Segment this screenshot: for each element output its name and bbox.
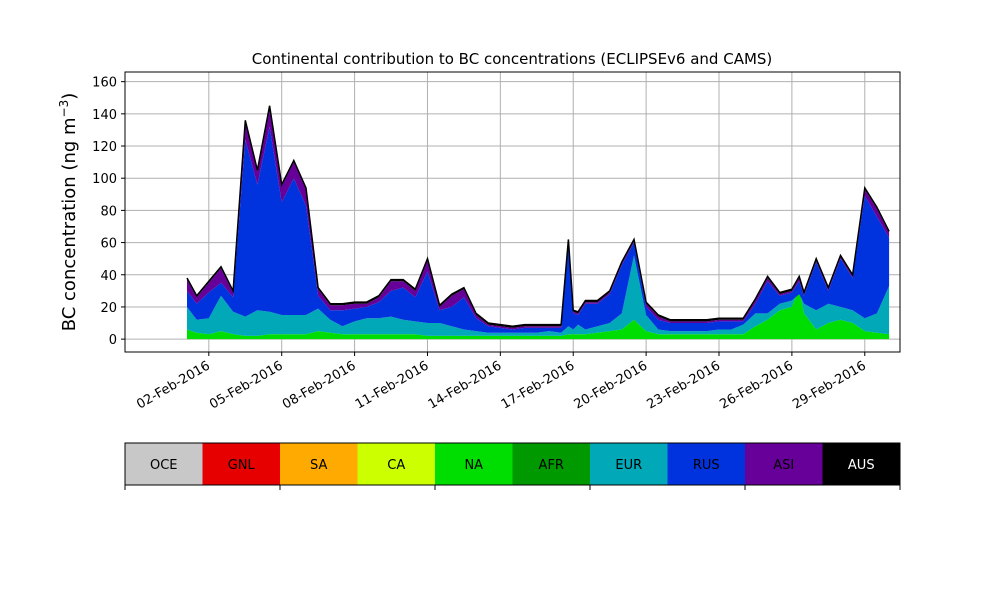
y-tick-label: 160 (92, 76, 117, 91)
colorbar-swatch-asi (745, 443, 823, 485)
colorbar-label-rus: RUS (693, 458, 720, 473)
x-tick-label: 20-Feb-2016 (572, 358, 651, 412)
colorbar-swatch-sa (280, 443, 358, 485)
colorbar-label-oce: OCE (150, 458, 178, 473)
colorbar-label-gnl: GNL (228, 458, 256, 473)
colorbar-label-aus: AUS (848, 458, 875, 473)
x-tick-label: 05-Feb-2016 (207, 358, 286, 412)
x-tick-label: 26-Feb-2016 (717, 358, 796, 412)
colorbar-swatch-aus (822, 443, 901, 485)
y-tick-label: 80 (100, 204, 117, 219)
area-rus (187, 126, 890, 333)
y-tick-label: 140 (92, 108, 117, 123)
colorbar-swatch-ca (357, 443, 436, 485)
colorbar-label-afr: AFR (539, 458, 564, 473)
area-eur (187, 255, 890, 336)
colorbar-swatch-na (435, 443, 513, 485)
colorbar-swatch-oce (125, 443, 203, 485)
stacked-areas (186, 105, 890, 340)
x-tick-label: 11-Feb-2016 (353, 358, 432, 412)
colorbar-legend: OCE GNL SA CA NA AFR EUR RUS ASI AUS (124, 442, 901, 490)
y-tick-label: 20 (100, 301, 117, 316)
x-tick-label: 17-Feb-2016 (499, 358, 578, 412)
colorbar-label-asi: ASI (773, 458, 794, 473)
y-tick-label: 100 (92, 172, 117, 187)
colorbar-swatch-eur (590, 443, 668, 485)
total-outline (186, 105, 890, 328)
colorbar-label-na: NA (464, 458, 483, 473)
y-tick-label: 120 (92, 140, 117, 155)
colorbar-label-eur: EUR (615, 458, 642, 473)
y-tick-label: 0 (109, 333, 117, 348)
colorbar-swatch-rus (667, 443, 746, 485)
x-tick-label: 14-Feb-2016 (426, 358, 505, 412)
x-tick-label: 29-Feb-2016 (790, 358, 869, 412)
y-tick-label: 60 (100, 237, 117, 252)
colorbar-label-ca: CA (387, 458, 405, 473)
y-tick-label: 40 (100, 269, 117, 284)
y-axis-label: BC concentration (ng m−3) (57, 93, 80, 332)
colorbar-label-sa: SA (310, 458, 327, 473)
x-tick-label: 08-Feb-2016 (280, 358, 359, 412)
colorbar-swatch-gnl (202, 443, 281, 485)
x-tick-label: 23-Feb-2016 (644, 358, 723, 412)
chart-title: Continental contribution to BC concentra… (252, 50, 773, 68)
area-na (187, 287, 890, 340)
x-tick-label: 02-Feb-2016 (134, 358, 213, 412)
plot-frame (124, 71, 901, 353)
colorbar-frame (124, 442, 901, 486)
colorbar-swatch-afr (512, 443, 591, 485)
